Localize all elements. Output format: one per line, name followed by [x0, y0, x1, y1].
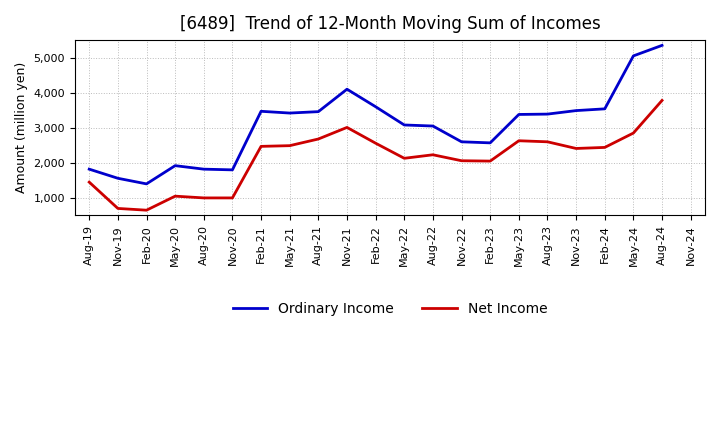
Ordinary Income	[343, 87, 351, 92]
Net Income	[457, 158, 466, 163]
Net Income	[114, 206, 122, 211]
Y-axis label: Amount (million yen): Amount (million yen)	[15, 62, 28, 194]
Net Income	[629, 130, 638, 136]
Ordinary Income	[372, 104, 380, 110]
Ordinary Income	[314, 109, 323, 114]
Net Income	[228, 195, 237, 201]
Ordinary Income	[142, 181, 150, 187]
Ordinary Income	[572, 108, 580, 113]
Net Income	[400, 156, 408, 161]
Ordinary Income	[457, 139, 466, 144]
Net Income	[657, 98, 666, 103]
Line: Net Income: Net Income	[89, 100, 662, 210]
Net Income	[372, 140, 380, 146]
Net Income	[428, 152, 437, 158]
Net Income	[343, 125, 351, 130]
Net Income	[171, 194, 179, 199]
Ordinary Income	[285, 110, 294, 116]
Net Income	[486, 158, 495, 164]
Net Income	[257, 144, 266, 149]
Net Income	[285, 143, 294, 148]
Net Income	[572, 146, 580, 151]
Legend: Ordinary Income, Net Income: Ordinary Income, Net Income	[227, 296, 553, 321]
Ordinary Income	[428, 123, 437, 128]
Ordinary Income	[400, 122, 408, 128]
Net Income	[600, 145, 609, 150]
Ordinary Income	[657, 43, 666, 48]
Line: Ordinary Income: Ordinary Income	[89, 45, 662, 184]
Net Income	[142, 208, 150, 213]
Ordinary Income	[171, 163, 179, 168]
Ordinary Income	[257, 109, 266, 114]
Net Income	[199, 195, 208, 201]
Ordinary Income	[486, 140, 495, 146]
Ordinary Income	[515, 112, 523, 117]
Net Income	[543, 139, 552, 144]
Net Income	[85, 180, 94, 185]
Ordinary Income	[600, 106, 609, 111]
Ordinary Income	[228, 167, 237, 172]
Ordinary Income	[199, 166, 208, 172]
Ordinary Income	[543, 111, 552, 117]
Net Income	[314, 136, 323, 142]
Title: [6489]  Trend of 12-Month Moving Sum of Incomes: [6489] Trend of 12-Month Moving Sum of I…	[179, 15, 600, 33]
Net Income	[515, 138, 523, 143]
Ordinary Income	[114, 176, 122, 181]
Ordinary Income	[85, 166, 94, 172]
Ordinary Income	[629, 53, 638, 59]
